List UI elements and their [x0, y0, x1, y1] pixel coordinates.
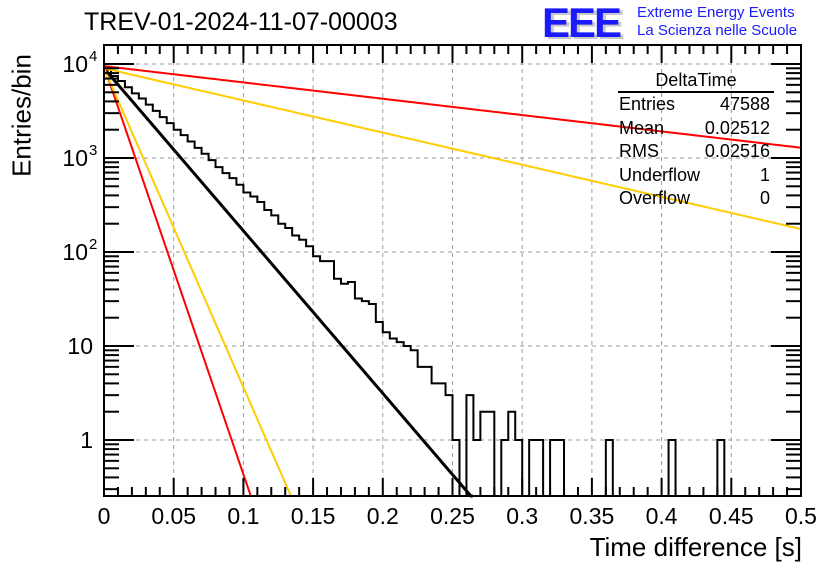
- y-tick-label: 10: [62, 145, 88, 171]
- fit-red-shallow: [103, 65, 802, 149]
- stats-title: DeltaTime: [618, 70, 774, 93]
- stats-row-entries: Entries 47588: [610, 93, 770, 117]
- axes: 0 0.05 0.1 0.15 0.2 0.25 0.3 0.35 0.4 0.45 0.51101…: [62, 44, 817, 529]
- y-axis-label: Entries/bin: [6, 54, 37, 177]
- chart-title: TREV-01-2024-11-07-00003: [84, 8, 398, 36]
- x-tick-label: 0.15: [291, 503, 336, 529]
- stats-value: 0.02512: [704, 117, 770, 138]
- y-tick-exponent: 3: [89, 142, 97, 159]
- x-tick-label: 0.1: [227, 503, 259, 529]
- stats-value: 47588: [719, 94, 770, 114]
- y-tick-label: 10: [62, 239, 88, 265]
- x-tick-label: 0.35: [570, 503, 615, 529]
- fit-yellow-steep: [103, 67, 293, 497]
- y-tick-label: 10: [67, 333, 93, 359]
- grid: [104, 45, 801, 496]
- x-tick-label: 0: [98, 503, 111, 529]
- stats-label: Entries: [619, 94, 676, 114]
- stats-label: Underflow: [619, 164, 701, 185]
- fit-curves: [102, 65, 802, 498]
- stats-row-underflow: Underflow 1: [610, 164, 770, 188]
- stats-value: 0: [759, 188, 770, 208]
- stats-row-overflow: Overflow 0: [610, 187, 770, 211]
- y-tick-exponent: 2: [89, 236, 97, 253]
- y-tick-exponent: 4: [89, 48, 97, 65]
- stats-label: RMS: [619, 141, 659, 161]
- fit-black: [102, 67, 473, 498]
- y-tick-label: 10: [62, 51, 88, 77]
- x-tick-label: 0.5: [785, 503, 817, 529]
- x-tick-label: 0.3: [506, 503, 538, 529]
- fit-red-steep: [103, 65, 253, 497]
- logo-line-1: Extreme Energy Events: [637, 4, 795, 21]
- stats-label: Mean: [619, 117, 665, 138]
- fit-yellow-shallow: [103, 67, 802, 230]
- stats-value: 1: [759, 164, 770, 185]
- y-tick-label: 1: [80, 427, 93, 453]
- stats-row-rms: RMS 0.02516: [610, 140, 770, 164]
- x-tick-label: 0.25: [430, 503, 475, 529]
- stats-box: DeltaTime Entries 47588 Mean 0.02512 RMS 0.…: [610, 70, 774, 211]
- x-tick-label: 0.45: [709, 503, 754, 529]
- logo-line-2: La Scienza nelle Scuole: [637, 22, 798, 39]
- x-tick-label: 0.4: [646, 503, 678, 529]
- x-tick-label: 0.05: [151, 503, 196, 529]
- eee-logo: EEE: [542, 0, 622, 46]
- stats-value: 0.02516: [704, 141, 770, 161]
- stats-row-mean: Mean 0.02512: [610, 117, 770, 141]
- x-tick-label: 0.2: [367, 503, 399, 529]
- stats-label: Overflow: [619, 188, 691, 208]
- x-axis-label: Time difference [s]: [589, 532, 802, 562]
